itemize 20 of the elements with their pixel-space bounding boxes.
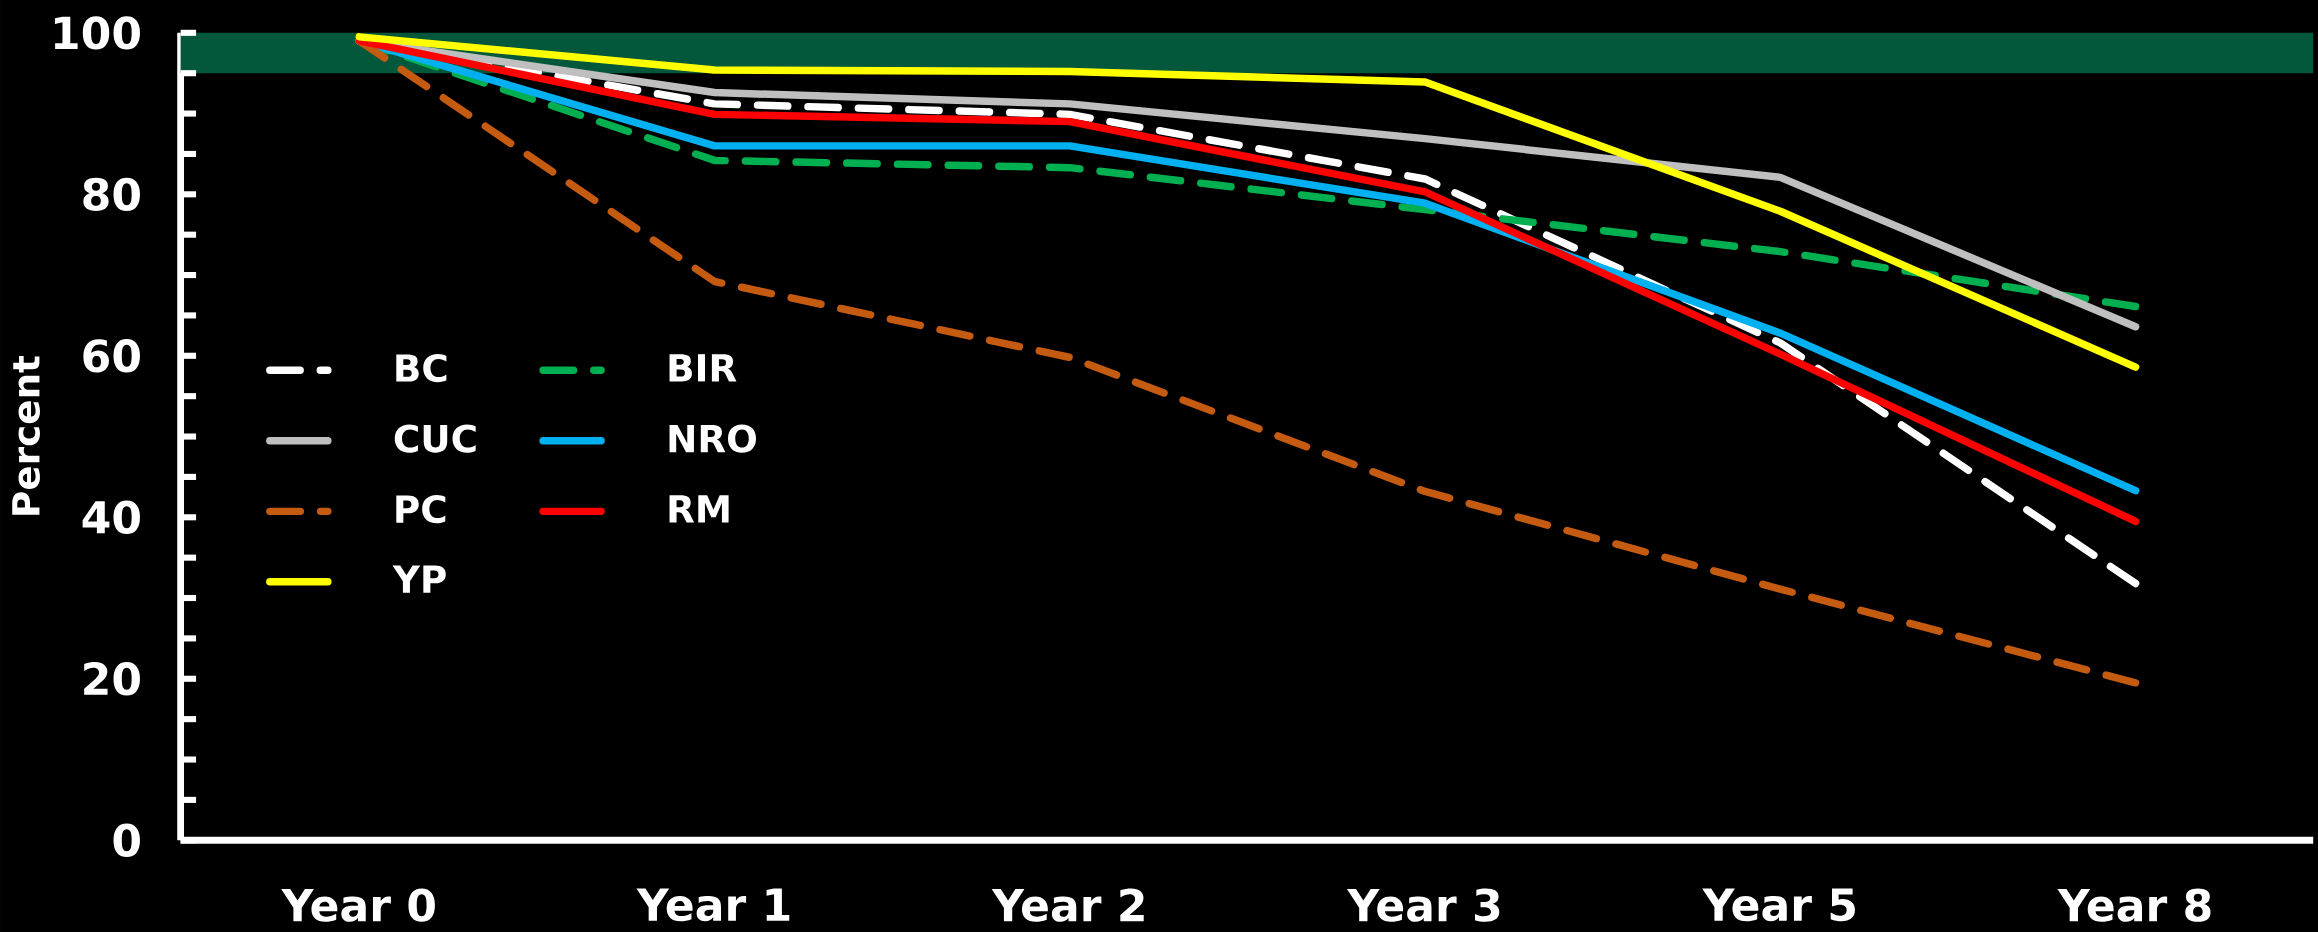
legend-label: YP	[392, 565, 446, 593]
legend-label: BIR	[669, 354, 737, 382]
legend-label: BC	[396, 353, 447, 383]
legend-label: RM	[669, 495, 729, 523]
y-tick-label: 60	[83, 339, 140, 373]
x-tick-label: Year 3	[1346, 888, 1500, 922]
y-tick-label: 80	[83, 177, 140, 212]
legend-label: NRO	[669, 424, 756, 453]
y-axis-title: Percent	[12, 355, 40, 515]
y-tick-label: 20	[84, 662, 140, 696]
y-tick-label: 0	[113, 823, 140, 857]
x-tick-label: Year 0	[281, 888, 435, 922]
legend-label: CUC	[394, 424, 476, 453]
legend-label: PC	[396, 495, 446, 524]
x-tick-label: Year 5	[1702, 888, 1855, 922]
y-tick-label: 40	[82, 500, 140, 534]
y-tick-label: 100	[54, 16, 140, 50]
x-tick-label: Year 1	[636, 888, 790, 922]
x-tick-label: Year 2	[991, 888, 1144, 922]
x-tick-label: Year 8	[2057, 888, 2211, 922]
